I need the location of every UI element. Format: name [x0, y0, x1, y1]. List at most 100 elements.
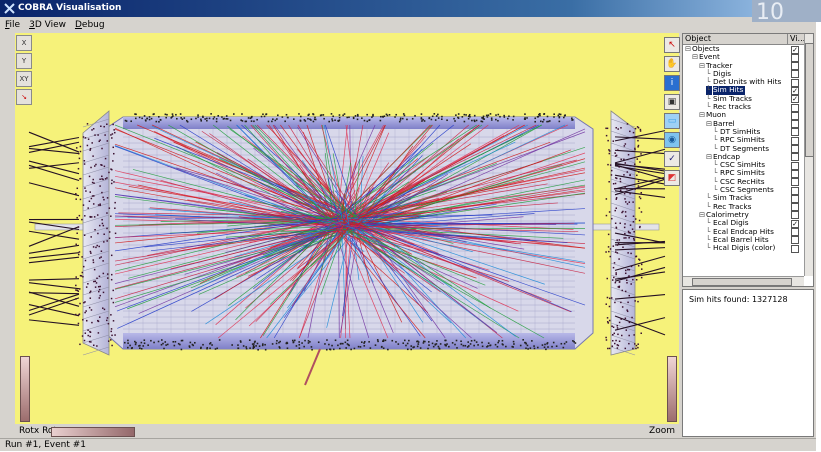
visibility-checkbox[interactable]: ✓: [791, 46, 799, 54]
eye-icon[interactable]: ◉: [664, 132, 680, 148]
xy-axis-icon[interactable]: XY: [16, 71, 32, 87]
visibility-checkbox[interactable]: [791, 79, 799, 87]
visibility-checkbox[interactable]: [791, 112, 799, 120]
hit-mark: [82, 276, 84, 278]
hit-mark: [197, 114, 199, 116]
hand-icon[interactable]: ✋: [664, 56, 680, 72]
hit-mark: [98, 141, 100, 143]
rotation-slider[interactable]: [51, 427, 135, 437]
visibility-checkbox[interactable]: [791, 104, 799, 112]
tree-horizontal-scrollbar[interactable]: [683, 276, 804, 286]
pointer-icon[interactable]: ↘: [16, 89, 32, 105]
tree-vertical-scrollbar[interactable]: [804, 34, 813, 276]
menu-file[interactable]: File: [5, 20, 20, 30]
visibility-checkbox[interactable]: [791, 128, 799, 136]
hit-mark: [80, 151, 82, 153]
visibility-checkbox[interactable]: [791, 162, 799, 170]
visibility-checkbox[interactable]: ✓: [791, 87, 799, 95]
info-icon[interactable]: i: [664, 75, 680, 91]
hit-mark: [545, 349, 547, 351]
hit-mark: [418, 341, 420, 343]
select-arrow-icon[interactable]: ↖: [664, 37, 680, 53]
collapse-icon[interactable]: ⊟: [699, 111, 705, 119]
visibility-checkbox[interactable]: [791, 170, 799, 178]
hit-mark: [328, 344, 330, 346]
hit-mark: [106, 240, 108, 242]
hit-mark: [209, 348, 211, 350]
hit-mark: [609, 320, 611, 322]
pick-icon[interactable]: ✓: [664, 151, 680, 167]
object-column-header[interactable]: Object: [685, 34, 711, 44]
visibility-checkbox[interactable]: [791, 178, 799, 186]
visibility-checkbox[interactable]: [791, 70, 799, 78]
collapse-icon[interactable]: ⊟: [706, 153, 712, 161]
hit-mark: [608, 149, 610, 151]
collapse-icon[interactable]: ⊟: [685, 45, 691, 53]
left-vertical-slider[interactable]: [20, 356, 30, 422]
event-display[interactable]: [15, 33, 679, 424]
view-icon[interactable]: ▭: [664, 113, 680, 129]
tree-item[interactable]: ⊟Tracker: [683, 62, 804, 70]
hit-mark: [614, 333, 616, 335]
visibility-column-header[interactable]: Vi...: [787, 34, 805, 44]
hit-mark: [320, 115, 322, 117]
hit-mark: [632, 201, 634, 203]
hit-mark: [531, 340, 533, 342]
color-icon[interactable]: ◩: [664, 170, 680, 186]
visibility-checkbox[interactable]: [791, 120, 799, 128]
visibility-checkbox[interactable]: ✓: [791, 220, 799, 228]
x-axis-icon[interactable]: X: [16, 35, 32, 51]
hit-mark: [103, 126, 105, 128]
hit-mark: [75, 244, 77, 246]
muon-track: [29, 292, 79, 306]
tree-item[interactable]: └Det Units with Hits: [683, 78, 804, 86]
hit-mark: [78, 254, 80, 256]
zoom-slider[interactable]: [667, 356, 677, 422]
menu-debug[interactable]: Debug: [75, 20, 105, 30]
visibility-checkbox[interactable]: [791, 62, 799, 70]
hit-mark: [629, 232, 631, 234]
hit-mark: [454, 344, 456, 346]
visibility-checkbox[interactable]: [791, 137, 799, 145]
3d-viewport[interactable]: [15, 33, 679, 424]
tree-item[interactable]: └DT Segments: [683, 145, 804, 153]
hit-mark: [474, 340, 476, 342]
hit-mark: [460, 340, 462, 342]
hit-mark: [522, 339, 524, 341]
hit-mark: [183, 117, 185, 119]
visibility-checkbox[interactable]: [791, 245, 799, 253]
visibility-checkbox[interactable]: [791, 203, 799, 211]
hit-mark: [100, 126, 102, 128]
scroll-thumb[interactable]: [805, 43, 814, 157]
hit-mark: [464, 114, 466, 116]
hit-mark: [382, 116, 384, 118]
hit-mark: [89, 336, 91, 338]
scroll-thumb-horizontal[interactable]: [692, 278, 792, 286]
visibility-checkbox[interactable]: [791, 236, 799, 244]
visibility-checkbox[interactable]: [791, 145, 799, 153]
menu-3d-view[interactable]: 3D View: [29, 20, 66, 30]
collapse-icon[interactable]: ⊟: [699, 211, 705, 219]
hit-mark: [424, 120, 426, 122]
visibility-checkbox[interactable]: ✓: [791, 95, 799, 103]
tree-item[interactable]: ⊟Muon: [683, 111, 804, 119]
collapse-icon[interactable]: ⊟: [706, 120, 712, 128]
collapse-icon[interactable]: ⊟: [699, 62, 705, 70]
right-endcap: [611, 111, 635, 355]
hit-mark: [614, 343, 616, 345]
visibility-checkbox[interactable]: [791, 228, 799, 236]
hit-mark: [339, 119, 341, 121]
hit-mark: [109, 238, 111, 240]
hit-mark: [637, 301, 639, 303]
visibility-checkbox[interactable]: [791, 153, 799, 161]
y-axis-icon[interactable]: Y: [16, 53, 32, 69]
camera-icon[interactable]: ▣: [664, 94, 680, 110]
visibility-checkbox[interactable]: [791, 54, 799, 62]
hit-mark: [87, 329, 89, 331]
collapse-icon[interactable]: ⊟: [692, 53, 698, 61]
hit-mark: [175, 341, 177, 343]
tree-item[interactable]: └Hcal Digis (color): [683, 244, 804, 252]
visibility-checkbox[interactable]: [791, 195, 799, 203]
visibility-checkbox[interactable]: [791, 187, 799, 195]
visibility-checkbox[interactable]: [791, 211, 799, 219]
